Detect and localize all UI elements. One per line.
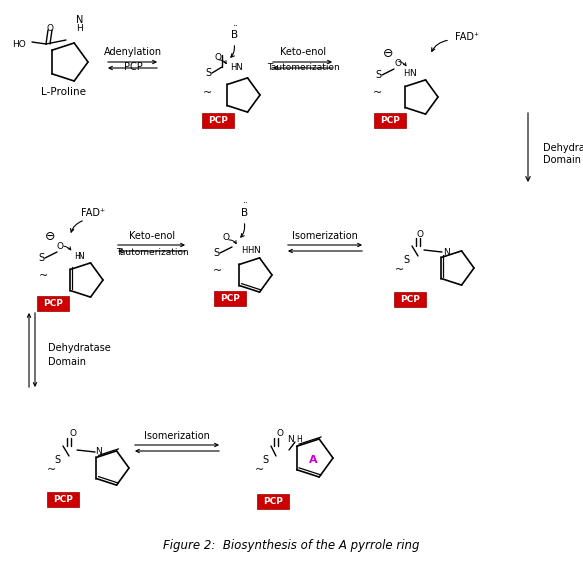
Text: Domain: Domain [48,357,86,367]
Text: PCP: PCP [208,116,228,125]
Text: Keto-enol: Keto-enol [280,47,326,57]
Text: ~: ~ [38,271,48,281]
Text: S: S [403,255,409,265]
FancyBboxPatch shape [374,113,406,128]
Text: Adenylation: Adenylation [104,47,162,57]
Text: FAD⁺: FAD⁺ [455,32,479,42]
Text: ~: ~ [203,88,213,98]
Text: PCP: PCP [124,62,142,72]
FancyBboxPatch shape [37,296,69,311]
Text: Dehydratase: Dehydratase [48,343,111,353]
Text: S: S [262,455,268,465]
Text: O: O [395,58,402,67]
Text: S: S [213,248,219,258]
Text: Domain: Domain [543,155,581,165]
Text: Dehydratase: Dehydratase [543,143,583,153]
Text: PCP: PCP [220,294,240,303]
Text: N: N [78,251,85,260]
Text: O: O [416,229,423,238]
Text: S: S [38,253,44,263]
FancyBboxPatch shape [202,113,234,128]
Text: Tautomerization: Tautomerization [266,62,339,71]
FancyBboxPatch shape [214,291,246,306]
Text: Keto-enol: Keto-enol [129,231,175,241]
Text: N: N [252,246,259,255]
Text: O: O [276,430,283,439]
Text: O: O [69,430,76,439]
Text: Isomerization: Isomerization [292,231,358,241]
Text: H: H [403,68,409,77]
Text: H: H [247,246,253,255]
Text: Figure 2:  Biosynthesis of the A pyrrole ring: Figure 2: Biosynthesis of the A pyrrole … [163,539,419,551]
Text: H: H [296,435,302,444]
Text: PCP: PCP [263,497,283,506]
Text: N: N [409,68,415,77]
Text: S: S [205,68,211,78]
FancyBboxPatch shape [47,492,79,507]
Text: O: O [47,24,54,33]
Text: H: H [230,62,236,71]
Text: ~: ~ [373,88,382,98]
Text: PCP: PCP [400,295,420,304]
Text: H: H [241,246,247,255]
Text: N: N [234,62,241,71]
Text: HO: HO [12,39,26,48]
Text: PCP: PCP [380,116,400,125]
Text: ~: ~ [213,266,223,276]
Text: ¨: ¨ [233,25,237,35]
Text: S: S [54,455,60,465]
Text: O: O [57,241,64,251]
Text: PCP: PCP [53,495,73,504]
Text: ~: ~ [395,265,405,275]
FancyBboxPatch shape [257,494,289,509]
Text: O: O [223,232,230,241]
Text: PCP: PCP [43,299,63,308]
Text: Tautomerization: Tautomerization [115,247,188,256]
Text: S: S [375,70,381,80]
FancyBboxPatch shape [394,292,426,307]
Text: H: H [76,24,83,33]
Text: ~: ~ [47,465,55,475]
Text: L-Proline: L-Proline [40,87,86,97]
Text: B: B [241,208,248,218]
Text: ~: ~ [254,465,264,475]
Text: N: N [442,247,449,256]
Text: FAD⁺: FAD⁺ [81,208,105,218]
Text: H: H [74,251,80,260]
Text: A: A [308,455,317,465]
Text: ⊖: ⊖ [383,47,394,59]
Text: N: N [287,435,294,444]
Text: N: N [76,15,83,25]
Text: ¨: ¨ [243,202,247,212]
Text: ⊖: ⊖ [45,229,55,242]
Text: O: O [215,53,222,62]
Text: N: N [96,448,103,457]
Text: B: B [231,30,238,40]
Text: Isomerization: Isomerization [144,431,210,441]
